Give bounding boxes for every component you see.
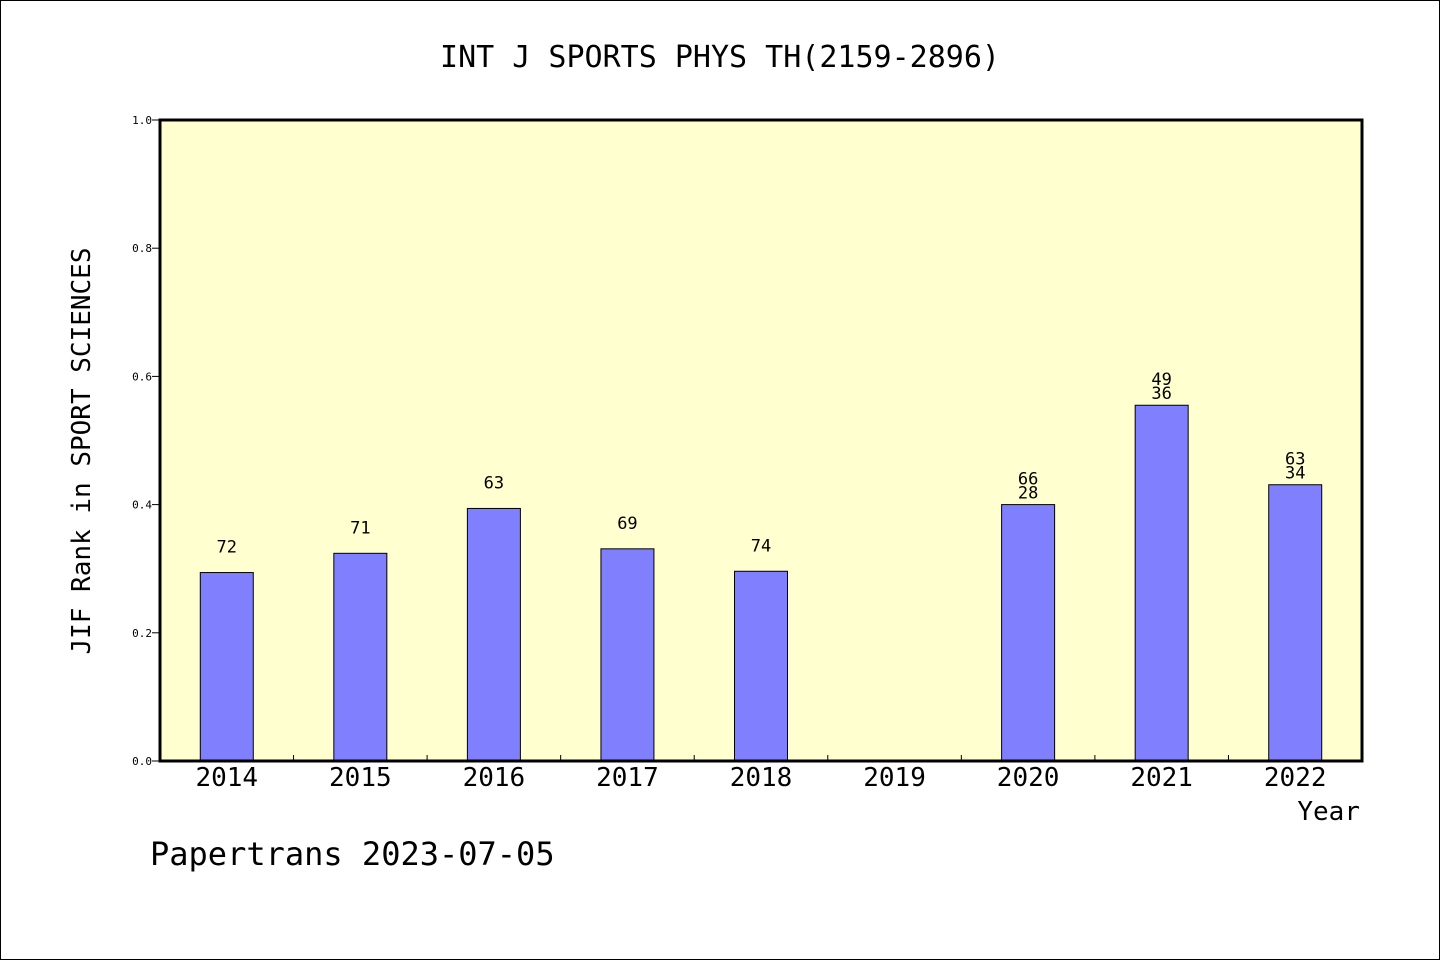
x-tick-label: 2015 [329, 763, 392, 793]
bar-2021 [1134, 404, 1189, 762]
bar-2016 [466, 507, 521, 762]
data-label: 72 [217, 538, 237, 558]
x-tick-label: 2014 [195, 763, 258, 793]
y-tick-label: 0.8 [132, 242, 152, 255]
data-label: 74 [751, 536, 771, 556]
y-tick-label: 0.4 [132, 499, 152, 512]
x-tick-label: 2018 [730, 763, 793, 793]
data-label: 66 [1018, 470, 1038, 490]
plot-border [158, 118, 1364, 763]
y-axis-label: JIF Rank in SPORT SCIENCES [67, 248, 97, 655]
data-label: 36 [1151, 384, 1171, 404]
bar-2017 [600, 548, 655, 762]
bar-2022 [1268, 484, 1323, 762]
data-label: 69 [617, 514, 637, 534]
footer-text: Papertrans 2023-07-05 [150, 835, 555, 873]
y-axis-ticks: 0.0 0.2 0.4 0.6 0.8 1.0 [132, 114, 160, 768]
data-label: 34 [1285, 464, 1305, 484]
data-label: 63 [484, 473, 504, 493]
data-label: 49 [1151, 370, 1171, 390]
chart-title: INT J SPORTS PHYS TH(2159-2896) [440, 40, 1000, 75]
x-axis-label: Year [1297, 797, 1360, 827]
x-tick-label: 2021 [1130, 763, 1193, 793]
x-tick-label: 2016 [463, 763, 526, 793]
x-tick-label: 2019 [863, 763, 926, 793]
bars-group [199, 404, 1323, 762]
data-label: 71 [350, 518, 370, 538]
y-tick-label: 0.2 [132, 627, 152, 640]
bar-2015 [333, 552, 388, 762]
y-tick-label: 0.6 [132, 370, 152, 383]
data-label: 63 [1285, 450, 1305, 470]
y-tick-label: 1.0 [132, 114, 152, 127]
x-tick-label: 2020 [997, 763, 1060, 793]
x-axis-ticks: 2014 2015 2016 2017 2018 2019 2020 2021 2022 [195, 755, 1327, 793]
y-tick-label: 0.0 [132, 755, 152, 768]
bar-2014 [199, 572, 254, 762]
x-tick-label: 2017 [596, 763, 659, 793]
bar-2020 [1001, 504, 1056, 762]
x-tick-label: 2022 [1264, 763, 1327, 793]
bar-2018 [734, 570, 788, 762]
data-label: 28 [1018, 484, 1038, 504]
